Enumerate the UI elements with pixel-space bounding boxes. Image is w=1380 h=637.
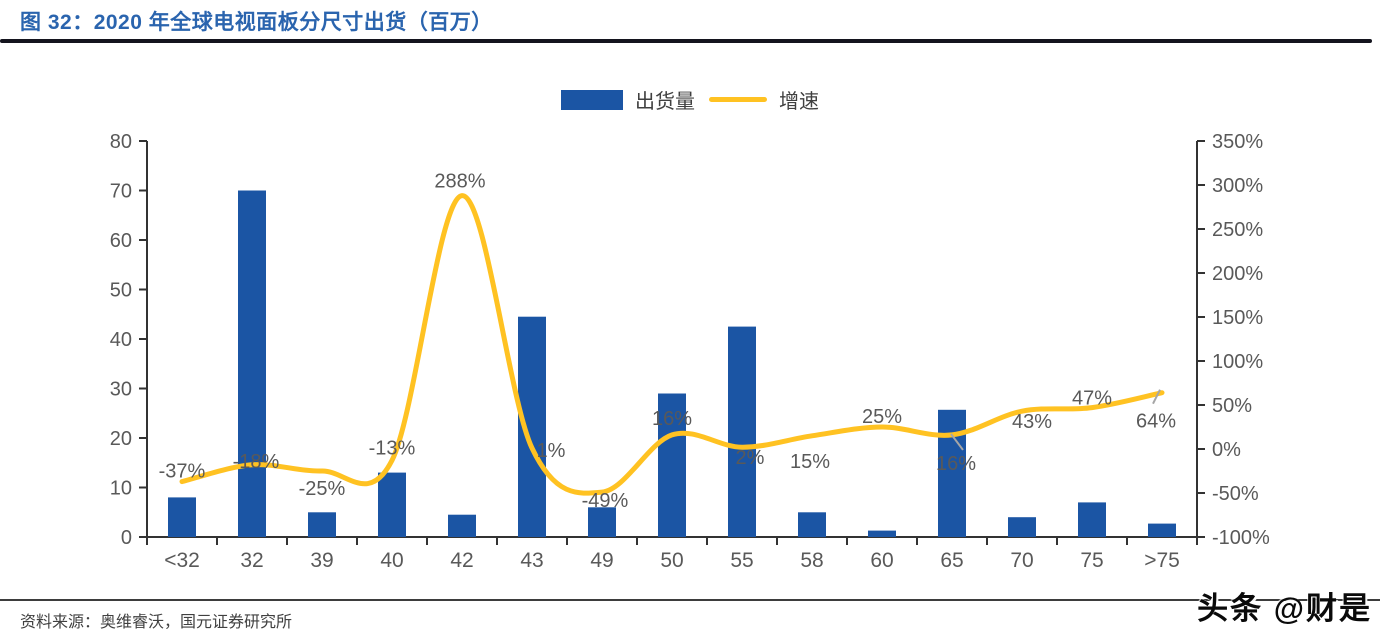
bar-42 (448, 514, 476, 537)
x-category-label: 40 (380, 549, 403, 572)
growth-point-label: 16% (936, 453, 976, 475)
x-category-label: 50 (660, 549, 683, 572)
left-tick-label: 60 (110, 230, 132, 252)
bar-49 (588, 507, 616, 537)
bar-58 (798, 512, 826, 538)
right-tick-label: 0% (1212, 439, 1241, 461)
source-note: 资料来源：奥维睿沃，国元证券研究所 (20, 614, 293, 631)
bar-60 (868, 530, 896, 537)
watermark-text: 头条 @财是 (1197, 591, 1372, 626)
x-category-label: 49 (590, 549, 613, 572)
x-category-label: 32 (240, 549, 263, 572)
chart-legend: 出货量 增速 (0, 85, 1380, 114)
legend-line-swatch-icon (709, 97, 767, 102)
x-category-label: 39 (310, 549, 333, 572)
x-category-label: 55 (730, 549, 753, 572)
x-category-label: 65 (940, 549, 963, 572)
right-tick-label: -50% (1212, 483, 1259, 505)
x-category-label: 75 (1080, 549, 1103, 572)
left-tick-label: 40 (110, 329, 132, 351)
growth-point-label: 25% (862, 406, 902, 428)
legend-bar-swatch-icon (561, 89, 623, 110)
x-category-label: 70 (1010, 549, 1033, 572)
left-tick-label: 30 (110, 379, 132, 401)
bar-55 (728, 326, 756, 537)
left-tick-label: 0 (121, 527, 132, 549)
bar-50 (658, 393, 686, 537)
right-tick-label: 200% (1212, 263, 1263, 285)
bar->75 (1148, 523, 1176, 537)
bar-32 (238, 190, 266, 537)
growth-point-label: 1% (537, 440, 566, 462)
growth-point-label: 2% (736, 447, 765, 469)
figure-title: 图 32：2020 年全球电视面板分尺寸出货（百万） (20, 11, 493, 34)
x-category-label: 60 (870, 549, 893, 572)
left-tick-label: 20 (110, 428, 132, 450)
bar-75 (1078, 502, 1106, 537)
left-tick-label: 10 (110, 478, 132, 500)
right-tick-label: 50% (1212, 395, 1252, 417)
growth-point-label: -49% (582, 490, 629, 512)
growth-line (179, 193, 1165, 496)
x-category-label: <32 (164, 549, 200, 572)
bar-<32 (168, 497, 196, 537)
x-category-label: 58 (800, 549, 823, 572)
right-tick-label: 300% (1212, 175, 1263, 197)
growth-point-label: 15% (790, 451, 830, 473)
growth-point-label: 288% (434, 171, 485, 193)
bar-70 (1008, 517, 1036, 537)
label-leader-line (950, 433, 964, 451)
left-tick-label: 50 (110, 280, 132, 302)
right-tick-label: 100% (1212, 351, 1263, 373)
bar-39 (308, 512, 336, 538)
legend-item-shipments: 出货量 (561, 85, 695, 114)
growth-point-label: 64% (1136, 411, 1176, 433)
growth-point-label: -37% (159, 461, 206, 483)
growth-point-label: 43% (1012, 411, 1052, 433)
legend-growth-label: 增速 (779, 91, 819, 113)
x-category-label: 42 (450, 549, 473, 572)
footer-divider (0, 599, 1380, 601)
x-category-label: >75 (1144, 549, 1180, 572)
right-tick-label: 250% (1212, 219, 1263, 241)
growth-point-label: -25% (299, 478, 346, 500)
legend-item-growth: 增速 (709, 85, 819, 114)
left-tick-label: 80 (110, 131, 132, 153)
left-tick-label: 70 (110, 181, 132, 203)
right-tick-label: 150% (1212, 307, 1263, 329)
right-tick-label: -100% (1212, 527, 1270, 549)
growth-point-label: 47% (1072, 388, 1112, 410)
x-category-label: 43 (520, 549, 543, 572)
growth-point-label: -18% (233, 451, 280, 473)
growth-point-label: -13% (369, 437, 416, 459)
header-divider (0, 39, 1372, 43)
growth-point-label: 16% (652, 408, 692, 430)
label-leader-line (1152, 389, 1161, 405)
legend-shipments-label: 出货量 (635, 91, 695, 113)
right-tick-label: 350% (1212, 131, 1263, 153)
bar-40 (378, 472, 406, 537)
